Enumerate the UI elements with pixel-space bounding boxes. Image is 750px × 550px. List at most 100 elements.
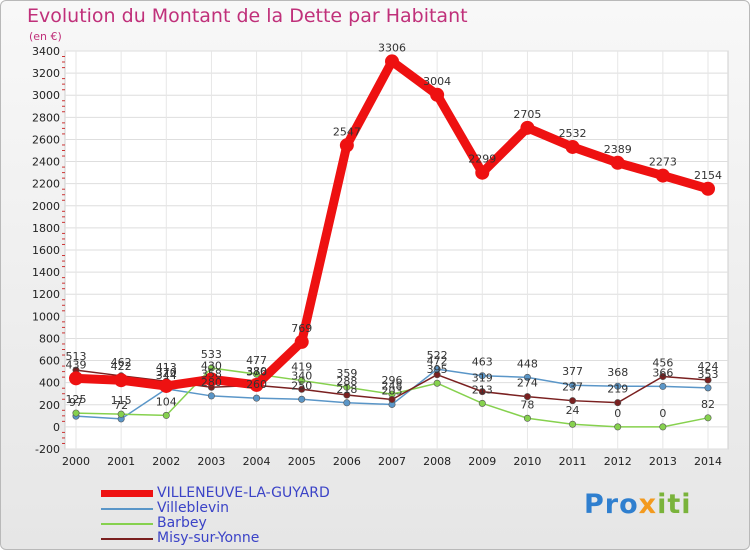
data-point-villeneuve-la-guyard (565, 139, 580, 154)
y-tick-label: 3200 (32, 67, 60, 80)
y-tick-label: 2600 (32, 133, 60, 146)
data-label-barbey: 296 (382, 374, 403, 387)
data-label-misy-sur-yonne: 274 (517, 377, 538, 390)
x-tick-label: 2000 (62, 455, 90, 468)
x-tick-label: 2001 (107, 455, 135, 468)
y-tick-label: 200 (39, 399, 60, 412)
data-label-villeneuve-la-guyard: 2273 (649, 156, 677, 169)
data-point-barbey (343, 383, 351, 391)
data-label-villeneuve-la-guyard: 380 (246, 365, 267, 378)
data-label-villeblevin: 260 (246, 378, 267, 391)
data-point-barbey (162, 411, 170, 419)
data-label-barbey: 125 (66, 393, 87, 406)
data-point-villeneuve-la-guyard (610, 155, 625, 170)
legend-swatch (101, 508, 153, 510)
y-tick-label: 2800 (32, 111, 60, 124)
data-label-villeneuve-la-guyard: 439 (66, 358, 87, 371)
brand-part-2: x (638, 489, 658, 520)
data-label-villeneuve-la-guyard: 422 (111, 360, 132, 373)
data-point-villeblevin (614, 382, 622, 390)
data-label-villeblevin: 250 (291, 379, 312, 392)
data-label-villeblevin: 463 (472, 356, 493, 369)
legend-label: Villeblevin (157, 500, 229, 516)
data-label-villeblevin: 344 (156, 369, 177, 382)
data-label-villeblevin: 368 (607, 366, 628, 379)
x-tick-label: 2008 (423, 455, 451, 468)
data-point-barbey (207, 364, 215, 372)
data-label-villeneuve-la-guyard: 2532 (559, 127, 587, 140)
y-tick-label: 3000 (32, 89, 60, 102)
data-label-villeblevin: 280 (201, 376, 222, 389)
data-point-villeblevin (704, 384, 712, 392)
data-label-villeneuve-la-guyard: 2299 (468, 153, 496, 166)
data-point-misy-sur-yonne (298, 385, 306, 393)
y-tick-label: 800 (39, 332, 60, 345)
data-label-barbey: 0 (659, 407, 666, 420)
data-point-villeblevin (659, 382, 667, 390)
data-point-villeblevin (478, 372, 486, 380)
x-tick-label: 2004 (243, 455, 271, 468)
data-label-villeneuve-la-guyard: 769 (291, 322, 312, 335)
data-label-barbey: 533 (201, 348, 222, 361)
data-label-villeneuve-la-guyard: 2389 (604, 143, 632, 156)
data-label-barbey: 395 (427, 363, 448, 376)
data-point-misy-sur-yonne (388, 395, 396, 403)
x-tick-label: 2014 (694, 455, 722, 468)
y-tick-label: 2400 (32, 156, 60, 169)
data-label-villeblevin: 203 (382, 384, 403, 397)
data-label-villeneuve-la-guyard: 2547 (333, 125, 361, 138)
data-label-misy-sur-yonne: 319 (472, 372, 493, 385)
x-tick-label: 2005 (288, 455, 316, 468)
data-label-villeneuve-la-guyard: 430 (201, 359, 222, 372)
x-tick-label: 2002 (152, 455, 180, 468)
data-label-barbey: 477 (246, 354, 267, 367)
data-label-misy-sur-yonne: 424 (698, 360, 719, 373)
data-label-villeblevin: 97 (69, 396, 83, 409)
x-tick-label: 2006 (333, 455, 361, 468)
y-tick-label: 1800 (32, 222, 60, 235)
data-label-villeneuve-la-guyard: 3306 (378, 41, 406, 54)
data-label-misy-sur-yonne: 340 (291, 369, 312, 382)
data-label-villeblevin: 218 (336, 383, 357, 396)
data-point-villeblevin (298, 395, 306, 403)
data-point-villeneuve-la-guyard (339, 138, 354, 153)
data-point-villeblevin (253, 394, 261, 402)
y-tick-label: 2200 (32, 178, 60, 191)
data-label-villeneuve-la-guyard: 3004 (423, 75, 451, 88)
y-tick-label: 1200 (32, 288, 60, 301)
data-label-barbey: 82 (701, 398, 715, 411)
data-point-misy-sur-yonne (433, 371, 441, 379)
y-tick-label: 400 (39, 377, 60, 390)
data-point-barbey (659, 423, 667, 431)
data-label-misy-sur-yonne: 237 (562, 381, 583, 394)
data-label-misy-sur-yonne: 248 (382, 379, 403, 392)
data-point-villeneuve-la-guyard (249, 377, 264, 392)
x-tick-label: 2012 (604, 455, 632, 468)
data-label-misy-sur-yonne: 288 (336, 375, 357, 388)
data-label-misy-sur-yonne: 413 (156, 361, 177, 374)
legend-swatch (101, 523, 153, 525)
data-point-misy-sur-yonne (659, 372, 667, 380)
data-point-barbey (117, 410, 125, 418)
chart-title: Evolution du Montant de la Dette par Hab… (27, 5, 468, 27)
data-label-villeblevin: 448 (517, 357, 538, 370)
y-tick-label: 1600 (32, 244, 60, 257)
y-tick-label: 1000 (32, 310, 60, 323)
data-point-villeneuve-la-guyard (294, 334, 309, 349)
data-label-misy-sur-yonne: 376 (246, 365, 267, 378)
data-label-villeblevin: 72 (114, 399, 128, 412)
data-label-barbey: 213 (472, 383, 493, 396)
data-point-barbey (523, 414, 531, 422)
data-point-villeneuve-la-guyard (520, 120, 535, 135)
x-tick-label: 2011 (559, 455, 587, 468)
data-point-barbey (298, 377, 306, 385)
y-tick-label: 1400 (32, 266, 60, 279)
brand-logo: Proxiti (584, 489, 692, 520)
x-tick-label: 2013 (649, 455, 677, 468)
data-point-villeneuve-la-guyard (114, 373, 129, 388)
legend-label: Barbey (157, 515, 207, 531)
data-point-barbey (478, 399, 486, 407)
data-label-villeblevin: 522 (427, 349, 448, 362)
data-point-barbey (569, 420, 577, 428)
data-point-misy-sur-yonne (343, 391, 351, 399)
